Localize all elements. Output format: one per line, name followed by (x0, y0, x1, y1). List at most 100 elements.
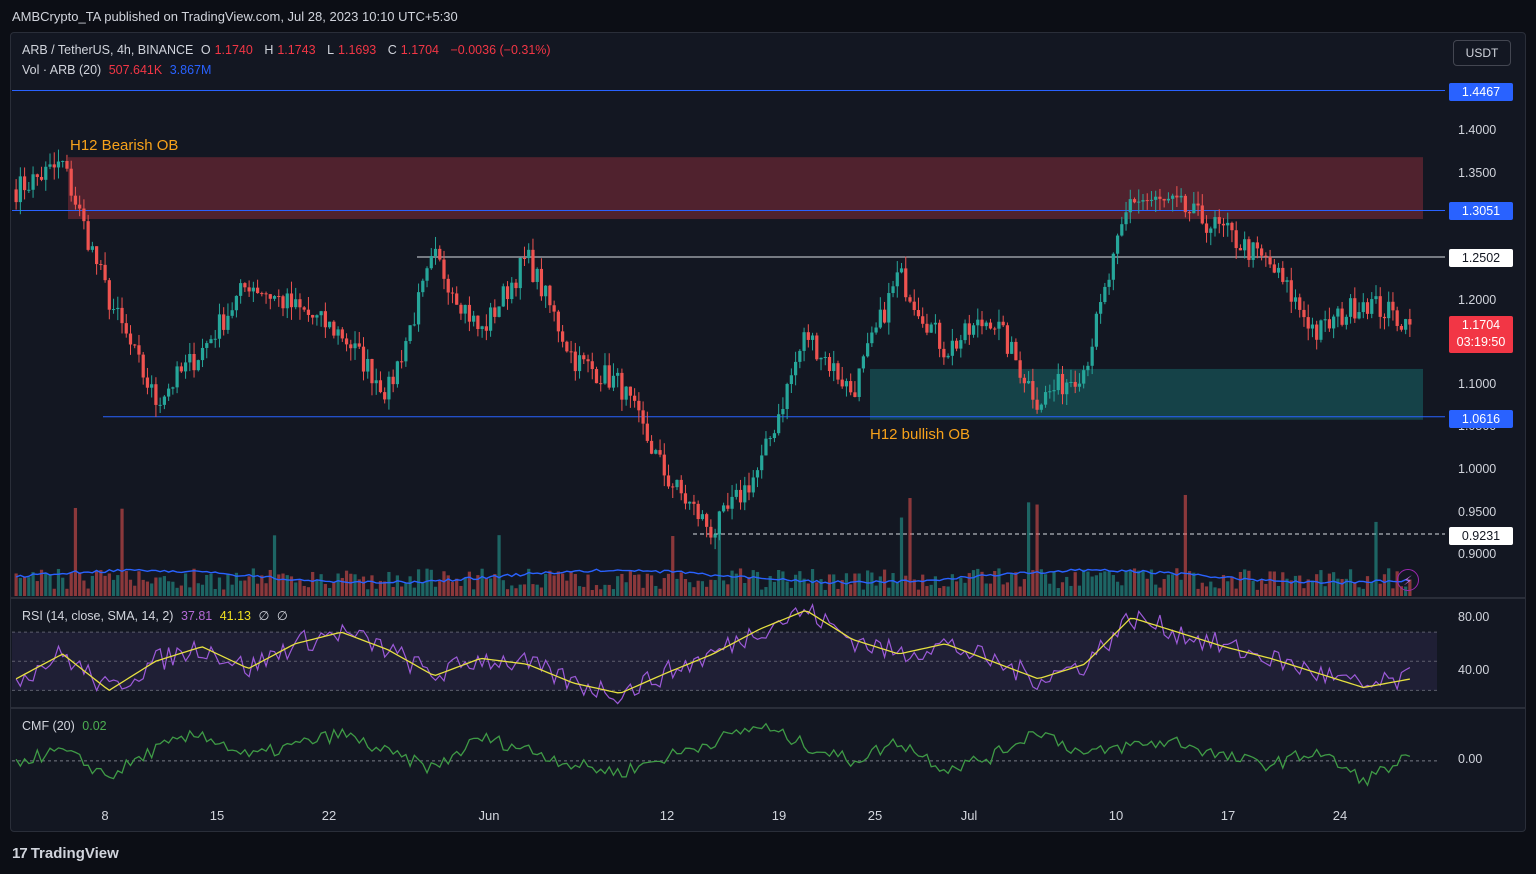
candle-body (1086, 365, 1090, 371)
volume-bar (997, 568, 1001, 596)
volume-bar (1370, 582, 1374, 596)
volume-bar (827, 574, 832, 596)
volume-bar (374, 588, 378, 596)
volume-bar (777, 569, 781, 596)
candle-body (1268, 256, 1272, 265)
candle-body (78, 204, 82, 209)
volume-bar (1272, 571, 1276, 596)
volume-bar (378, 580, 383, 596)
candle-body (1327, 319, 1332, 329)
volume-bar (1387, 568, 1391, 596)
candle-body (1391, 301, 1395, 311)
candle-body (239, 283, 243, 296)
candle-body (1204, 223, 1209, 233)
volume-bar (188, 587, 192, 596)
candle-body (912, 301, 916, 311)
candle-body (298, 299, 302, 308)
volume-bar (548, 570, 552, 596)
volume-bar (27, 577, 31, 596)
volume-bar (446, 575, 450, 596)
volume-bar (128, 579, 133, 596)
volume-bar (1332, 572, 1336, 596)
candle-body (904, 268, 908, 298)
volume-bar (31, 572, 35, 596)
candle-body (421, 280, 425, 293)
candle-body (31, 174, 35, 190)
candle-body (988, 322, 993, 329)
volume-bar (1077, 585, 1082, 596)
volume-bar (167, 581, 171, 596)
volume-label[interactable]: Vol · ARB (20) (22, 63, 102, 77)
volume-bar (1298, 575, 1302, 596)
candle-body (357, 343, 361, 347)
volume-bar (942, 586, 946, 596)
candle-body (323, 311, 327, 328)
lightning-icon[interactable]: ⚡ (1397, 569, 1419, 591)
candle-body (52, 164, 56, 168)
y-tick: 1.3500 (1458, 166, 1497, 180)
volume-bar (1111, 575, 1115, 596)
x-tick: Jul (960, 808, 978, 823)
candle-body (1111, 253, 1115, 280)
candle-body (544, 285, 548, 297)
candle-body (1302, 309, 1306, 318)
rsi-label[interactable]: RSI (14, close, SMA, 14, 2) (22, 609, 174, 623)
volume-bar (971, 570, 976, 596)
bullish-ob-annotation[interactable]: H12 bullish OB (870, 426, 971, 443)
volume-bar (870, 572, 874, 596)
volume-bar (1183, 494, 1187, 596)
volume-bar (1124, 570, 1128, 596)
volume-bar (1243, 569, 1247, 596)
volume-ma-value: 3.867M (169, 63, 212, 77)
volume-bar (239, 580, 243, 596)
symbol-label[interactable]: ARB / TetherUS, 4h, BINANCE (22, 43, 194, 57)
volume-bar (522, 584, 527, 596)
volume-bar (751, 570, 755, 596)
volume-bar (391, 587, 395, 596)
volume-bar (120, 508, 124, 596)
candle-body (44, 166, 48, 180)
x-tick: 17 (1220, 808, 1236, 823)
candle-body (1162, 198, 1166, 201)
volume-bar (895, 582, 899, 596)
cmf-label[interactable]: CMF (20) (22, 719, 75, 733)
candle-body (738, 489, 743, 503)
volume-bar (1132, 568, 1137, 596)
candle-body (69, 168, 73, 196)
volume-bar (145, 581, 150, 596)
volume-bar (82, 580, 86, 596)
price-tag-current: 1.1704 03:19:50 (1449, 316, 1513, 353)
volume-bar (717, 528, 721, 596)
volume-bar (1293, 575, 1298, 596)
tradingview-footer[interactable]: 17 TradingView (12, 845, 119, 862)
volume-bar (255, 583, 260, 596)
candle-body (387, 376, 391, 400)
volume-bar (1162, 579, 1166, 596)
volume-bar (383, 581, 387, 596)
candle-body (433, 248, 438, 257)
volume-bar (1289, 580, 1293, 596)
candle-body (980, 319, 984, 327)
candle-body (188, 354, 192, 363)
volume-bar (849, 584, 853, 596)
candle-body (1124, 212, 1128, 225)
currency-unit-button[interactable]: USDT (1453, 40, 1511, 66)
volume-bar (637, 574, 641, 596)
bearish-ob-annotation[interactable]: H12 Bearish OB (70, 137, 179, 154)
volume-bar (959, 577, 963, 596)
candle-body (1069, 381, 1073, 383)
volume-bar (916, 589, 921, 596)
candle-body (1031, 381, 1035, 400)
candle-body (768, 438, 772, 440)
volume-bar (306, 587, 311, 596)
volume-bar (1327, 573, 1332, 596)
candle-body (747, 485, 751, 493)
volume-bar (353, 574, 357, 596)
candle-body (255, 287, 260, 294)
tradingview-logo-icon: 17 (12, 845, 28, 862)
volume-bar (69, 572, 73, 596)
ohlc-legend: ARB / TetherUS, 4h, BINANCE O 1.1740 H 1.1… (22, 43, 555, 57)
candle-body (721, 505, 726, 512)
candle-body (429, 256, 433, 269)
